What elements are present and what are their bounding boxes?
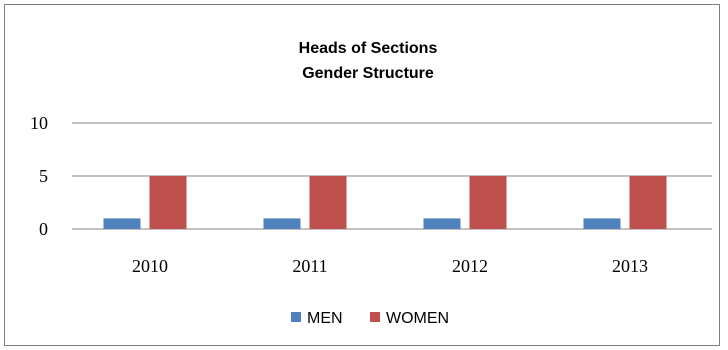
chart-title-line-2: Gender Structure [302, 65, 434, 82]
bar-women-2012 [469, 176, 507, 229]
chart-title-line-1: Heads of Sections [299, 40, 438, 57]
legend-label-men: MEN [307, 310, 343, 327]
x-tick-label-2010: 2010 [132, 256, 168, 276]
bar-men-2010 [103, 218, 141, 229]
bar-men-2011 [263, 218, 301, 229]
x-tick-label-2012: 2012 [452, 256, 488, 276]
bar-women-2013 [629, 176, 667, 229]
bar-women-2011 [309, 176, 347, 229]
y-tick-label-1: 5 [39, 166, 48, 186]
chart-frame [4, 4, 720, 346]
x-tick-label-2011: 2011 [292, 256, 327, 276]
y-axis-ticks: 0 5 10 [30, 113, 48, 239]
x-axis-ticks: 2010 2011 2012 2013 [132, 256, 648, 276]
x-tick-label-2013: 2013 [612, 256, 648, 276]
legend: MEN WOMEN [291, 310, 449, 327]
y-tick-label-2: 10 [30, 113, 48, 133]
bar-men-2012 [423, 218, 461, 229]
legend-swatch-men [291, 312, 301, 322]
bars [103, 176, 667, 229]
y-tick-label-0: 0 [39, 219, 48, 239]
legend-label-women: WOMEN [386, 310, 449, 327]
legend-swatch-women [370, 312, 380, 322]
bar-women-2010 [149, 176, 187, 229]
bar-men-2013 [583, 218, 621, 229]
